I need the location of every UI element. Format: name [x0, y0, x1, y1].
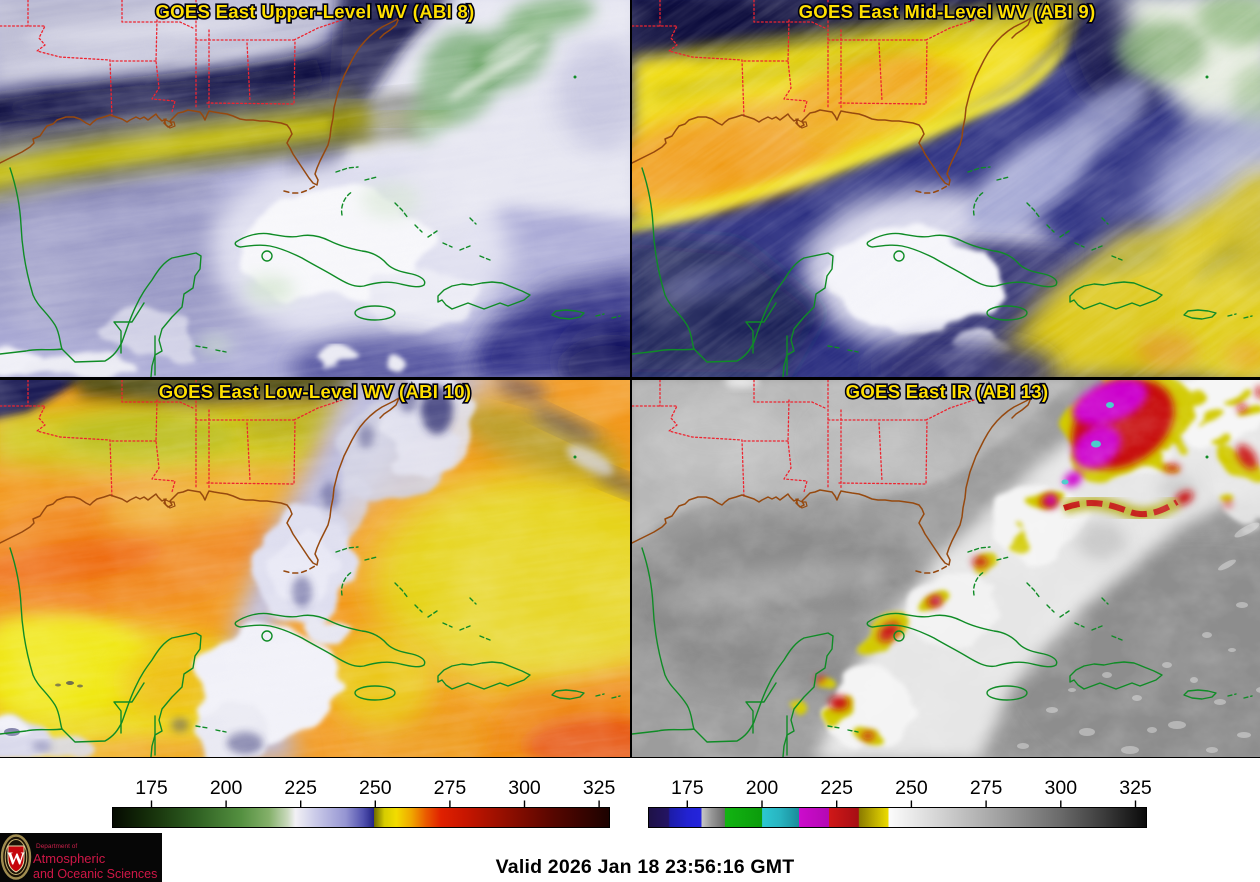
svg-text:and Oceanic Sciences: and Oceanic Sciences: [33, 867, 157, 881]
svg-text:225: 225: [820, 777, 853, 799]
svg-text:Department of: Department of: [36, 843, 77, 850]
svg-text:300: 300: [1045, 777, 1078, 799]
svg-text:225: 225: [284, 777, 317, 799]
svg-text:GOES East Upper-Level WV (ABI: GOES East Upper-Level WV (ABI 8): [155, 1, 474, 22]
svg-text:275: 275: [434, 777, 467, 799]
svg-text:250: 250: [895, 777, 928, 799]
svg-text:GOES East Low-Level WV (ABI 10: GOES East Low-Level WV (ABI 10): [159, 381, 472, 402]
svg-text:Atmospheric: Atmospheric: [33, 851, 106, 866]
svg-text:GOES East Mid-Level WV (ABI 9): GOES East Mid-Level WV (ABI 9): [799, 1, 1096, 22]
svg-text:250: 250: [359, 777, 392, 799]
svg-text:300: 300: [508, 777, 541, 799]
svg-text:200: 200: [746, 777, 779, 799]
svg-text:325: 325: [1119, 777, 1152, 799]
svg-text:200: 200: [210, 777, 243, 799]
svg-text:325: 325: [583, 777, 616, 799]
svg-text:W: W: [7, 849, 25, 869]
svg-text:175: 175: [135, 777, 168, 799]
svg-text:GOES East IR (ABI 13): GOES East IR (ABI 13): [846, 381, 1049, 402]
svg-text:275: 275: [970, 777, 1003, 799]
svg-text:175: 175: [671, 777, 704, 799]
